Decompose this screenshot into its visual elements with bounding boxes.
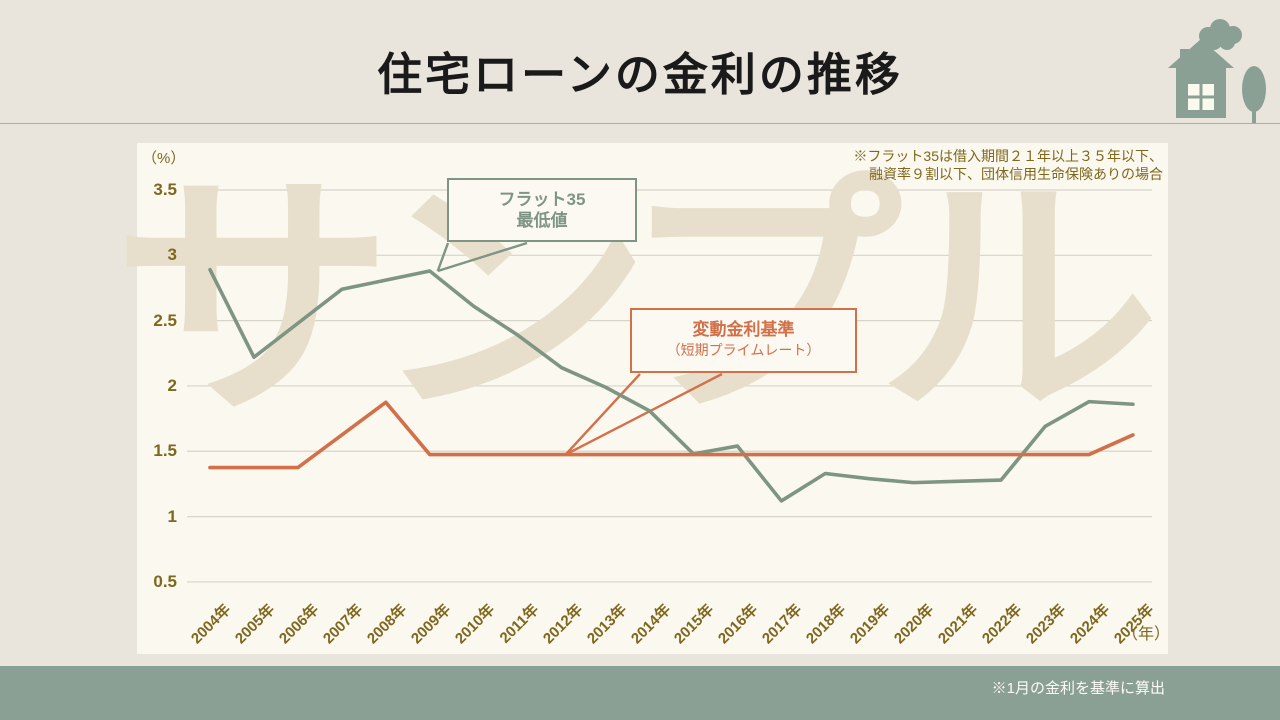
legend-variable-label-line1: 変動金利基準 [692,320,795,339]
y-axis-tick-label: 1.5 [153,441,177,461]
legend-variable-label-line2: （短期プライムレート） [666,342,821,358]
house-icon [1168,39,1234,118]
note-line-1: ※フラット35は借入期間２１年以上３５年以下、 [853,148,1163,164]
y-axis-tick-label: 0.5 [153,571,177,591]
callout-tail-flat35 [437,241,528,273]
callout-tail-flat35 [436,242,450,272]
callout-tail-variable-rate [565,372,723,456]
footer-note: ※1月の金利を基準に算出 [991,680,1165,697]
y-axis-tick-label: 1 [167,506,177,526]
y-axis-tick-label: 2 [167,375,177,395]
legend-callout-variable-rate: 変動金利基準 （短期プライムレート） [630,308,857,373]
y-axis-tick-label: 3 [167,245,177,265]
header-divider [0,123,1280,124]
x-axis-unit-label: （年） [1122,626,1171,643]
y-axis-tick-label: 2.5 [153,310,177,330]
callout-tail-variable-rate [564,373,641,456]
legend-callout-flat35: フラット35 最低値 [447,178,637,242]
footer-bar: ※1月の金利を基準に算出 [0,666,1280,720]
page-title: 住宅ローンの金利の推移 [377,49,903,100]
legend-flat35-label-line1: フラット35 [498,190,586,209]
house-illustration [1168,19,1266,123]
legend-flat35-label-line2: 最低値 [516,211,568,230]
y-axis-tick-label: 3.5 [153,180,177,199]
y-axis-unit-label: （%） [142,150,186,167]
tree-icon [1242,66,1266,123]
series-line-flat35 [208,267,1135,503]
flat35-condition-note: ※フラット35は借入期間２１年以上３５年以下、 融資率９割以下、団体信用生命保険… [763,147,1163,183]
cloud-icon [1199,19,1242,50]
series-line-variable-rate [208,400,1135,470]
note-line-2: 融資率９割以下、団体信用生命保険ありの場合 [869,166,1163,182]
